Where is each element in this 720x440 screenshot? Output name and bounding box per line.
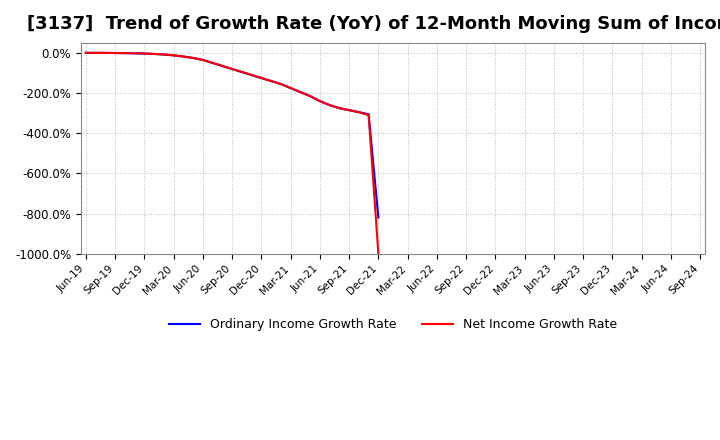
Line: Net Income Growth Rate: Net Income Growth Rate [86, 53, 379, 254]
Ordinary Income Growth Rate [160, 52, 168, 57]
Net Income Growth Rate [335, 106, 343, 111]
Ordinary Income Growth Rate [81, 50, 90, 55]
Legend: Ordinary Income Growth Rate, Net Income Growth Rate: Ordinary Income Growth Rate, Net Income … [164, 313, 622, 336]
Net Income Growth Rate [160, 52, 168, 57]
Title: [3137]  Trend of Growth Rate (YoY) of 12-Month Moving Sum of Incomes: [3137] Trend of Growth Rate (YoY) of 12-… [27, 15, 720, 33]
Net Income Growth Rate [81, 50, 90, 55]
Line: Ordinary Income Growth Rate: Ordinary Income Growth Rate [86, 53, 379, 218]
Ordinary Income Growth Rate [335, 106, 343, 111]
